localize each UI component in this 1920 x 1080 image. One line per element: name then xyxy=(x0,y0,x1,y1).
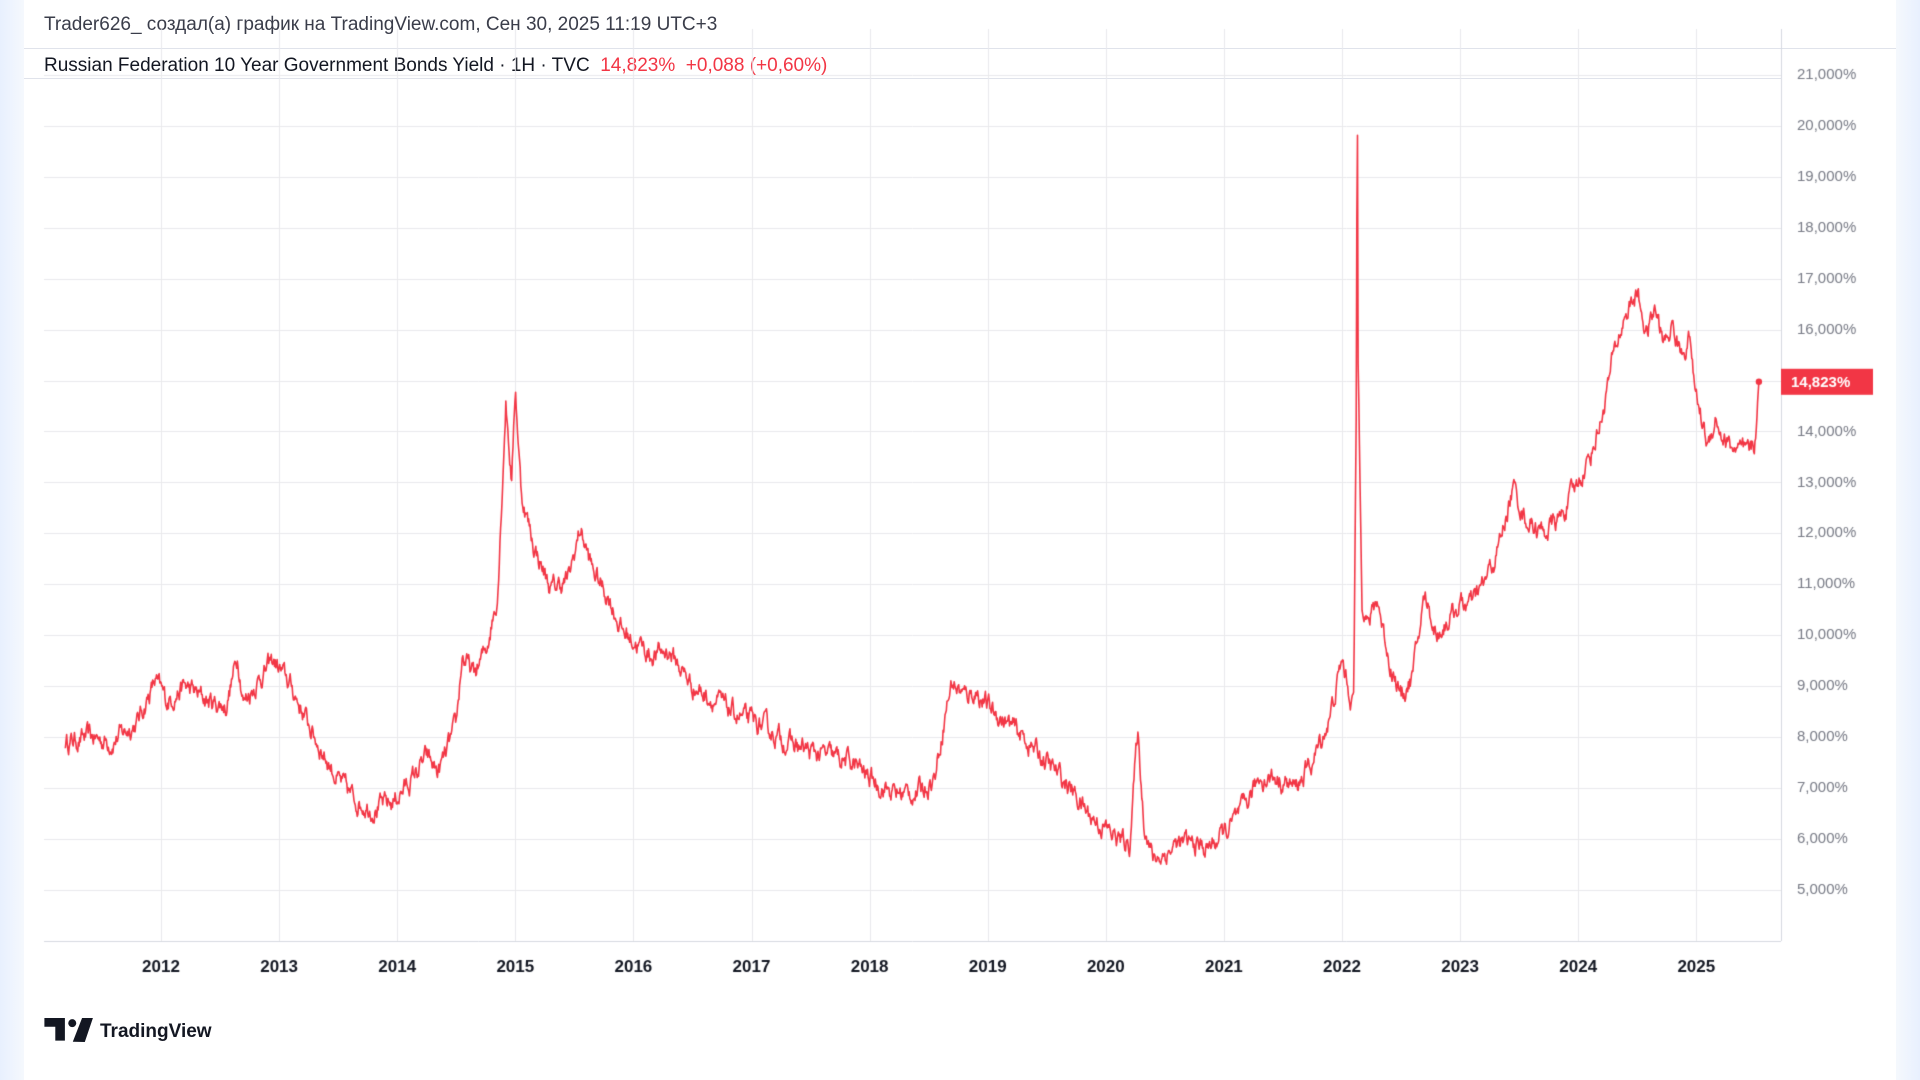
svg-text:TradingView: TradingView xyxy=(100,1021,212,1042)
